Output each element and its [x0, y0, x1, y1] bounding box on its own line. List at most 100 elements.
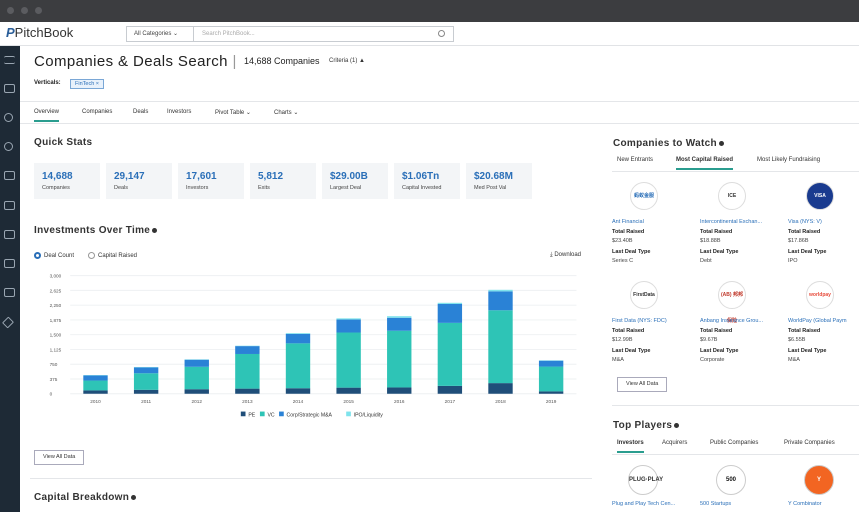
bar-segment	[437, 385, 463, 394]
minimize-window-dot[interactable]	[21, 7, 28, 14]
company-name-link[interactable]: Anbang Insurance Grou...	[700, 318, 763, 324]
criteria-toggle[interactable]: Criteria (1) ▲	[329, 58, 365, 64]
search-input[interactable]: Search PitchBook...	[194, 26, 454, 42]
radio-deal-count[interactable]: Deal Count	[34, 252, 74, 259]
stat-value: 29,147	[114, 171, 145, 182]
search-nav-icon[interactable]	[4, 113, 13, 122]
stat-label: Capital Invested	[402, 185, 442, 191]
last-deal-type-value: Series C	[612, 258, 634, 264]
stat-card: 29,147 Deals	[106, 163, 172, 199]
verticals-label: Verticals:	[34, 80, 61, 86]
x-tick-label: 2018	[495, 399, 506, 404]
bar-segment	[336, 332, 361, 388]
wrench-icon[interactable]	[1, 316, 15, 329]
menu-icon[interactable]	[4, 56, 15, 64]
player-logo: Y	[804, 465, 834, 495]
tab-overview[interactable]: Overview	[34, 109, 60, 122]
total-raised-value: $18.88B	[700, 238, 721, 244]
download-button[interactable]: ⤓ Download	[550, 252, 582, 258]
page-title: Companies & Deals Search |	[34, 53, 237, 70]
company-logo: VISA	[806, 182, 834, 210]
dashboard-icon[interactable]	[4, 84, 15, 93]
category-select[interactable]: All Categories ⌄	[126, 26, 194, 42]
tab-companies[interactable]: Companies	[82, 109, 113, 115]
bar-segment	[387, 330, 412, 388]
tab-new-entrants[interactable]: New Entrants	[617, 157, 654, 163]
company-name-link[interactable]: Intercontinental Exchan...	[700, 219, 763, 225]
company-name-link[interactable]: Ant Financial	[612, 219, 644, 225]
tab-deals[interactable]: Deals	[133, 109, 149, 115]
company-name-link[interactable]: First Data (NYS: FDC)	[612, 318, 667, 324]
bar-segment	[336, 318, 361, 320]
stat-card: $29.00B Largest Deal	[322, 163, 388, 199]
companies-to-watch-title: Companies to Watch	[613, 138, 724, 149]
document-icon[interactable]	[4, 230, 15, 239]
tab-most-capital-raised[interactable]: Most Capital Raised	[676, 157, 734, 170]
legend-swatch	[346, 411, 351, 417]
last-deal-type-value: Debt	[700, 258, 712, 264]
history-icon[interactable]	[4, 142, 13, 151]
info-icon[interactable]	[718, 140, 724, 146]
search-icon[interactable]	[438, 30, 445, 37]
x-tick-label: 2013	[242, 399, 253, 404]
company-logo: ICE	[718, 182, 746, 210]
y-tick-label: 2,250	[50, 303, 62, 308]
close-window-dot[interactable]	[7, 7, 14, 14]
total-raised-value: $6.55B	[788, 337, 806, 343]
copy-icon[interactable]	[4, 259, 15, 268]
investments-chart: 0 375 750 1,125 1,500 1,875 2,250 2,625 3,000 201…	[50, 274, 577, 418]
save-icon[interactable]	[4, 171, 15, 180]
chevron-down-icon: ⌄	[173, 31, 179, 37]
list-icon[interactable]	[4, 201, 15, 210]
y-tick-label: 375	[50, 377, 58, 382]
bar-segment	[285, 343, 311, 389]
section-divider	[612, 405, 859, 406]
tab-most-likely-fundraising[interactable]: Most Likely Fundraising	[757, 157, 821, 163]
tab-investors-players[interactable]: Investors	[617, 440, 644, 453]
info-icon[interactable]	[131, 494, 137, 500]
total-raised-value: $17.86B	[788, 238, 809, 244]
player-logo: PLUG·PLAY	[628, 465, 663, 495]
bar-segment	[235, 388, 260, 394]
view-all-data-button[interactable]: View All Data	[34, 450, 85, 465]
y-tick-label: 1,500	[50, 333, 62, 338]
tab-charts[interactable]: Charts ⌄	[274, 110, 299, 116]
tab-acquirers[interactable]: Acquirers	[662, 440, 688, 446]
player-name-link[interactable]: Plug and Play Tech Cen...	[612, 501, 676, 507]
company-logo: 蚂蚁金服	[630, 182, 658, 210]
stat-value: $1.06Tn	[402, 171, 440, 182]
y-tick-label: 1,125	[50, 347, 62, 352]
tab-private-companies[interactable]: Private Companies	[784, 440, 835, 446]
total-raised-label: Total Raised	[612, 229, 645, 235]
view-all-companies-button[interactable]: View All Data	[617, 377, 668, 392]
info-icon[interactable]	[674, 422, 680, 428]
tab-public-companies[interactable]: Public Companies	[710, 440, 759, 446]
tab-investors[interactable]: Investors	[167, 109, 192, 115]
legend-label: PE	[248, 412, 255, 418]
bar-segment	[285, 333, 311, 334]
radio-capital-raised[interactable]: Capital Raised	[88, 252, 137, 259]
player-name-link[interactable]: 500 Startups	[700, 501, 732, 507]
bar-segment	[133, 367, 159, 374]
x-tick-label: 2012	[192, 399, 203, 404]
bar-segment	[336, 319, 361, 333]
x-tick-label: 2011	[141, 399, 151, 404]
company-name-link[interactable]: WorldPay (Global Paym	[788, 318, 847, 324]
zoom-window-dot[interactable]	[35, 7, 42, 14]
x-tick-label: 2019	[546, 399, 557, 404]
player-name-link[interactable]: Y Combinator	[788, 501, 822, 507]
company-name-link[interactable]: Visa (NYS: V)	[788, 219, 822, 225]
tab-pivot-table[interactable]: Pivot Table ⌄	[215, 110, 251, 116]
player-logo: 500	[716, 465, 746, 495]
bar-segment	[387, 387, 412, 394]
info-icon[interactable]	[152, 227, 158, 233]
pitchbook-logo[interactable]: PPitchBook	[6, 25, 74, 40]
legend-swatch	[279, 411, 284, 417]
last-deal-type-label: Last Deal Type	[788, 249, 827, 255]
stat-value: $20.68M	[474, 171, 513, 182]
total-raised-value: $23.40B	[612, 238, 633, 244]
vertical-chip-fintech[interactable]: FinTech ×	[70, 79, 104, 89]
bar-segment	[184, 389, 209, 394]
last-deal-type-label: Last Deal Type	[700, 249, 739, 255]
calculator-icon[interactable]	[4, 288, 15, 297]
